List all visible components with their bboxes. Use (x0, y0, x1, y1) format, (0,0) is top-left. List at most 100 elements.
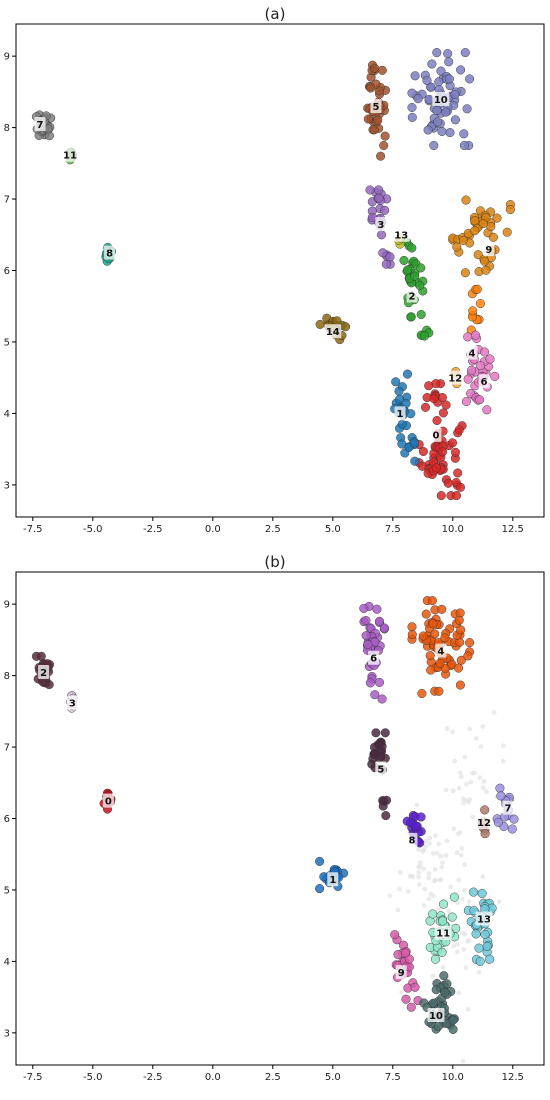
noise-point (426, 871, 432, 876)
data-point (447, 438, 458, 448)
x-axis: -7.5 -5.0 -2.5 0.0 2.5 5.0 7.5 10.0 12.5 (23, 517, 524, 535)
noise-point (438, 853, 444, 859)
data-point (401, 398, 411, 409)
noise-point (451, 826, 457, 832)
noise-point (454, 949, 460, 955)
data-point (475, 395, 485, 405)
data-point (468, 306, 478, 316)
data-point (434, 77, 444, 87)
cluster-label-6: 6 (478, 374, 490, 389)
noise-point (416, 847, 422, 852)
cluster-label-2: 2 (406, 288, 418, 303)
noise-point (462, 931, 468, 937)
cluster-label-text: 1 (329, 875, 336, 886)
cluster-label-text: 3 (377, 220, 384, 231)
x-tick-label: 7.5 (385, 1072, 401, 1083)
data-point (400, 948, 410, 958)
data-point (420, 402, 431, 412)
data-point (399, 255, 409, 265)
data-point (397, 419, 407, 429)
noise-point (467, 726, 473, 732)
data-point (441, 400, 451, 410)
data-point (365, 185, 375, 195)
cluster-label-13: 13 (392, 227, 410, 242)
data-point (470, 226, 480, 236)
x-tick-label: 0.0 (205, 1072, 221, 1083)
noise-point (405, 889, 411, 894)
data-point (444, 57, 454, 67)
noise-point (448, 884, 454, 890)
data-point (332, 316, 342, 326)
data-point (380, 131, 390, 141)
cluster-label-box (446, 370, 464, 385)
noise-point (477, 775, 483, 780)
data-point (505, 205, 515, 215)
cluster-label-5: 5 (375, 761, 387, 776)
data-point (418, 631, 428, 641)
noise-point (397, 886, 403, 892)
x-tick-label: -5.0 (83, 524, 103, 535)
data-point (449, 892, 459, 902)
noise-point (463, 781, 469, 787)
data-point (395, 394, 405, 404)
data-point (448, 1015, 458, 1025)
data-point (379, 623, 389, 633)
cluster-label-12: 12 (475, 815, 493, 830)
y-tick-label: 6 (4, 814, 10, 825)
noise-point (430, 973, 436, 979)
noise-point (459, 896, 465, 902)
cluster-label-text: 13 (394, 231, 408, 242)
data-point (488, 232, 498, 242)
data-point (453, 468, 463, 478)
cluster-label-1: 1 (327, 872, 339, 887)
cluster-label-9: 9 (483, 242, 495, 257)
data-point (461, 396, 471, 407)
data-point (378, 248, 388, 258)
data-point (341, 322, 351, 332)
data-point (363, 639, 373, 650)
data-point (361, 631, 371, 641)
data-point (462, 104, 472, 114)
x-tick-label: 2.5 (265, 1072, 281, 1083)
data-point (471, 330, 481, 340)
cluster-label-2: 2 (38, 665, 50, 680)
x-tick-label: 12.5 (502, 524, 524, 535)
data-point (496, 791, 506, 801)
noise-point (452, 758, 457, 764)
noise-point (399, 989, 405, 995)
cluster-label-text: 3 (69, 699, 76, 710)
data-point (422, 75, 432, 86)
noise-point (427, 841, 433, 847)
cluster-label-text: 12 (448, 373, 462, 384)
y-tick-label: 6 (4, 266, 10, 277)
cluster-label-text: 5 (377, 764, 384, 775)
cluster-4-points (466, 284, 485, 335)
cluster-5-points (367, 728, 392, 821)
data-point (416, 309, 426, 320)
data-point (479, 256, 490, 266)
y-tick-label: 7 (4, 195, 10, 206)
data-point (370, 63, 380, 73)
data-point (460, 48, 470, 58)
noise-point (450, 788, 456, 794)
data-point (406, 312, 416, 322)
points-layer (31, 596, 519, 1064)
noise-point (420, 849, 426, 854)
data-point (485, 354, 495, 364)
data-point (416, 263, 426, 273)
cluster-10-points (419, 971, 459, 1034)
panel-b: (b) 0 1 2 3 4 5 6 7 8 9 10 11 12 13 -7.5 -5.0 -2.5 0.0 2.5 5… (0, 548, 550, 1096)
data-point (459, 129, 469, 139)
cluster-label-box (432, 92, 450, 107)
cluster-label-text: 9 (398, 968, 405, 979)
data-point (492, 213, 502, 223)
noise-point (480, 724, 486, 729)
data-point (376, 151, 386, 161)
noise-point (459, 845, 465, 851)
data-point (461, 195, 471, 205)
data-point (490, 371, 500, 381)
data-point (415, 280, 425, 291)
noise-point (470, 770, 476, 776)
noise-point (422, 886, 428, 892)
